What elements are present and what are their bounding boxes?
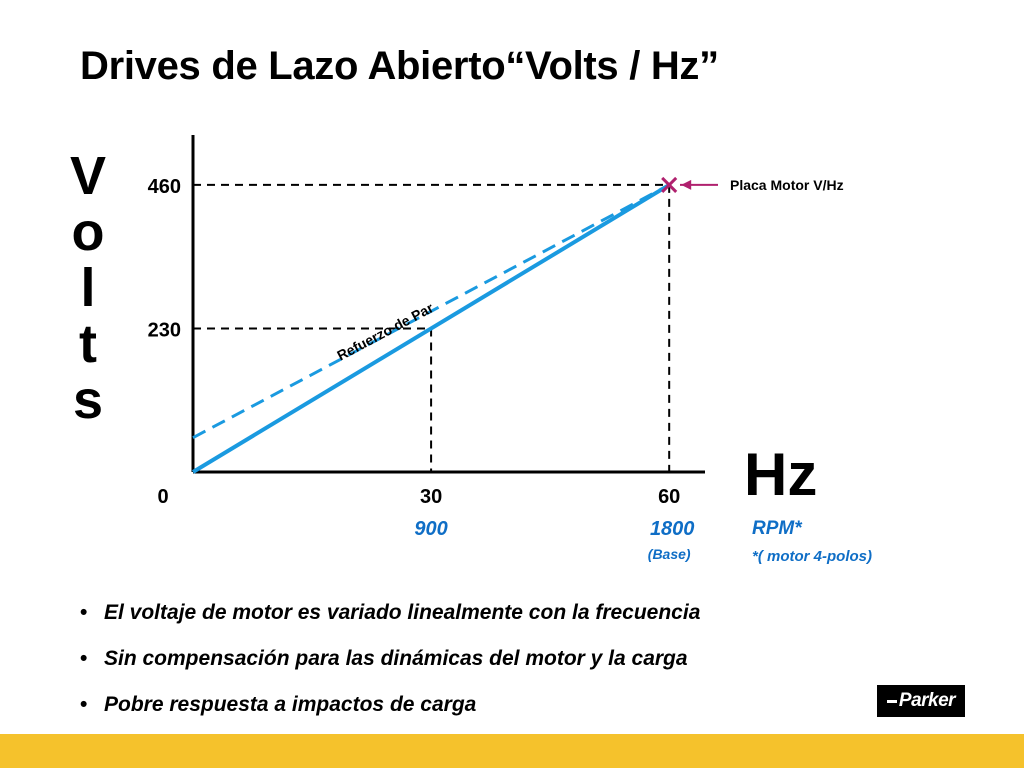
rpm-tick-label: 1800 [650,518,695,540]
y-axis-letter: s [72,370,104,430]
y-axis-letter: o [71,202,105,262]
y-tick-label: 460 [148,176,181,198]
nameplate-annotation: Placa Motor V/Hz [730,177,844,193]
bullet-item: • El voltaje de motor es variado linealme… [80,598,700,644]
footer-bar [0,734,1024,768]
bullet-symbol: • [80,601,88,624]
y-axis-label: V o l t s [66,148,110,428]
bullet-text: Sin compensación para las dinámicas del … [104,647,688,670]
rpm-label: RPM* [752,518,802,539]
nameplate-arrow-head-icon [681,179,692,190]
bullet-item: • Sin compensación para las dinámicas del… [80,644,700,690]
x-tick-label: 30 [420,486,442,508]
x-axis-label: Hz [744,441,818,508]
logo-text: Parker [898,690,956,711]
y-tick-label: 230 [148,319,181,341]
rpm-base-note: (Base) [648,546,691,562]
rpm-note: *( motor 4-polos) [752,548,872,565]
y-axis-letter: l [80,258,96,318]
nameplate-marker-icon [661,176,678,193]
logo-bar-icon [886,699,897,703]
torque-boost-line [192,183,670,440]
bullet-symbol: • [80,693,88,716]
bullet-text: El voltaje de motor es variado linealmen… [104,601,701,624]
y-axis-letter: t [79,314,97,374]
parker-logo: Parker [877,685,965,717]
x-tick-label: 0 [157,486,168,508]
bullet-list: • El voltaje de motor es variado linealme… [80,598,700,736]
bullet-text: Pobre respuesta a impactos de carga [104,693,477,716]
volts-hz-line [191,183,671,474]
page-title: Drives de Lazo Abierto“Volts / Hz” [80,44,719,88]
x-tick-label: 60 [658,486,680,508]
y-axis-letter: V [69,146,107,206]
bullet-symbol: • [80,647,88,670]
bullet-item: • Pobre respuesta a impactos de carga [80,690,700,736]
rpm-tick-label: 900 [414,518,447,540]
